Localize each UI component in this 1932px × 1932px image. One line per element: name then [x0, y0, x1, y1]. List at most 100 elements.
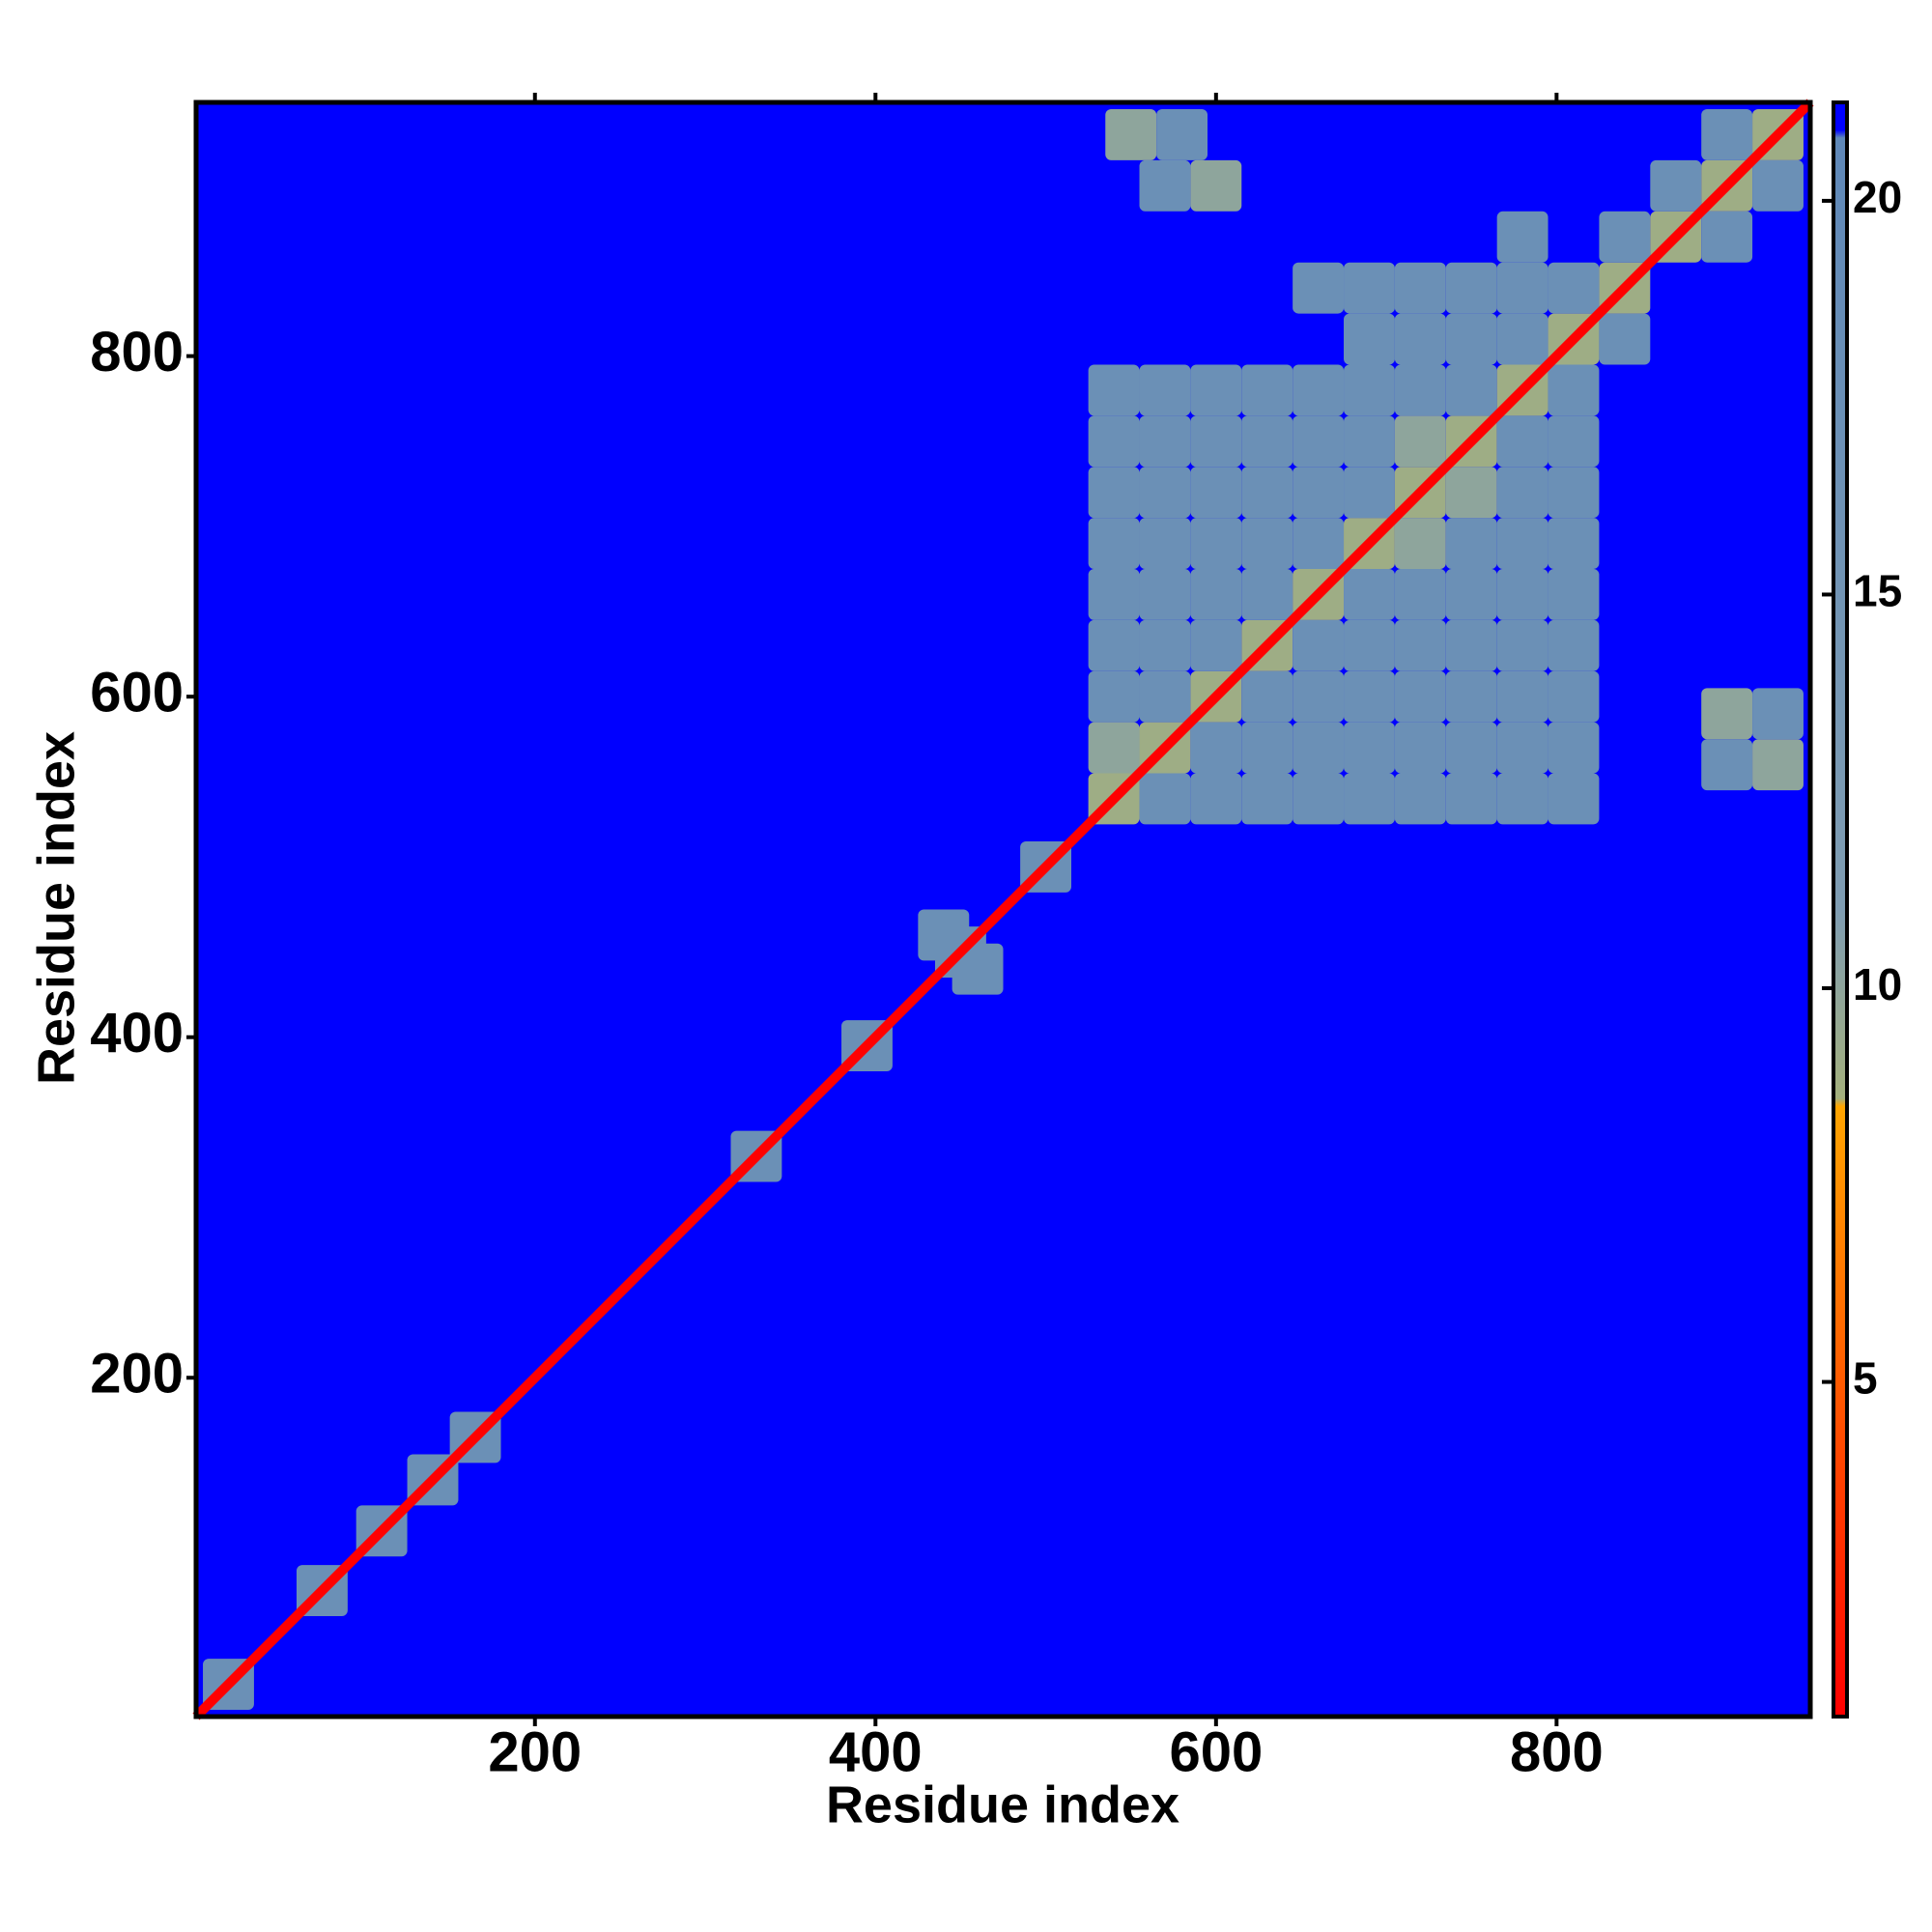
heatmap-cell — [1548, 568, 1600, 620]
heatmap-cell — [1701, 211, 1753, 263]
colorbar — [1832, 100, 1849, 1719]
heatmap-cell — [1344, 568, 1395, 620]
colorbar-tick-label: 10 — [1853, 959, 1902, 1009]
heatmap-cell — [1445, 364, 1497, 416]
heatmap-cell — [1088, 619, 1140, 671]
colorbar-tick-label: 5 — [1853, 1353, 1878, 1404]
heatmap-cell — [1445, 670, 1497, 723]
y-tick-label: 800 — [90, 321, 184, 384]
heatmap-cell — [1548, 619, 1600, 671]
heatmap-cell — [1344, 262, 1395, 314]
heatmap-cell — [1344, 415, 1395, 468]
heatmap-cell — [1344, 670, 1395, 723]
heatmap-cell — [1088, 364, 1140, 416]
heatmap-cell — [1241, 518, 1293, 569]
heatmap-cell — [1190, 619, 1242, 671]
heatmap-cell — [1293, 773, 1345, 825]
diagonal-line — [192, 99, 1814, 1720]
heatmap-cell — [1394, 670, 1446, 723]
heatmap-cell — [1752, 688, 1804, 740]
heatmap-cell — [1548, 364, 1600, 416]
heatmap-cell — [1293, 415, 1345, 468]
heatmap-cell — [1394, 773, 1446, 825]
heatmap-cell — [1394, 415, 1446, 468]
x-tick-label: 400 — [829, 1720, 923, 1783]
y-axis-label: Residue index — [27, 731, 85, 1085]
heatmap-cell — [1293, 670, 1345, 723]
heatmap-cell — [1548, 773, 1600, 825]
heatmap-cell — [1496, 211, 1548, 263]
heatmap-cell — [1496, 518, 1548, 569]
colorbar-tick-label: 15 — [1853, 566, 1902, 616]
heatmap-cell — [1445, 722, 1497, 774]
heatmap-cell — [1701, 688, 1753, 740]
heatmap-cell — [1190, 722, 1242, 774]
colorbar-tick-label: 20 — [1853, 172, 1902, 222]
heatmap-cell — [1496, 262, 1548, 314]
heatmap-cell — [1344, 619, 1395, 671]
heatmap-cell — [1496, 619, 1548, 671]
heatmap-cell — [1445, 568, 1497, 620]
heatmap-cell — [1139, 773, 1191, 825]
heatmap-cell — [1190, 159, 1242, 212]
heatmap-cell — [1105, 109, 1157, 160]
heatmap-cell — [1139, 568, 1191, 620]
y-tick-label: 600 — [90, 661, 184, 724]
x-tick-label: 800 — [1510, 1720, 1604, 1783]
heatmap-cell — [1496, 313, 1548, 365]
y-tick-label: 200 — [90, 1343, 184, 1406]
heatmap-cell — [1088, 518, 1140, 569]
heatmap-cell — [1241, 722, 1293, 774]
heatmap-cell — [1156, 109, 1208, 160]
heatmap-cell — [1344, 467, 1395, 519]
heatmap-cell — [1445, 773, 1497, 825]
heatmap-cell — [1496, 773, 1548, 825]
heatmap-cell — [1445, 313, 1497, 365]
heatmap-cell — [1752, 159, 1804, 212]
heatmap-cell — [1088, 670, 1140, 723]
x-tick-label: 200 — [488, 1720, 582, 1783]
heatmap-cell — [1394, 568, 1446, 620]
heatmap-cell — [1241, 773, 1293, 825]
heatmap-cell — [1088, 415, 1140, 468]
heatmap-cell — [1650, 159, 1702, 212]
heatmap-cell — [1139, 518, 1191, 569]
heatmap-cell — [1190, 773, 1242, 825]
heatmap-cell — [1190, 364, 1242, 416]
heatmap-cell — [1088, 467, 1140, 519]
heatmap-cell — [1548, 670, 1600, 723]
heatmap-cell — [1088, 568, 1140, 620]
heatmap-cell — [1139, 670, 1191, 723]
heatmap-cell — [1139, 467, 1191, 519]
heatmap-cell — [1445, 262, 1497, 314]
heatmap-cell — [1548, 262, 1600, 314]
heatmap-cell — [1190, 568, 1242, 620]
heatmap-cell — [1496, 722, 1548, 774]
heatmap-cell — [1394, 313, 1446, 365]
heatmap-cell — [1394, 364, 1446, 416]
x-tick-label: 600 — [1169, 1720, 1263, 1783]
y-tick-label: 400 — [90, 1002, 184, 1065]
heatmap-cell — [1139, 159, 1191, 212]
heatmap-cell — [1344, 364, 1395, 416]
x-axis-label: Residue index — [826, 1776, 1179, 1833]
heatmap-cell — [1139, 364, 1191, 416]
heatmap-cell — [1241, 364, 1293, 416]
heatmap-cell — [1496, 568, 1548, 620]
heatmap-cell — [1344, 722, 1395, 774]
heatmap-cell — [1394, 262, 1446, 314]
heatmap-cell — [1241, 467, 1293, 519]
heatmap-cell — [1190, 467, 1242, 519]
heatmap-cell — [1241, 568, 1293, 620]
heatmap-cell — [1752, 739, 1804, 791]
plot-frame — [193, 99, 1813, 1719]
heatmap-cell — [1445, 467, 1497, 519]
heatmap-cell — [1599, 211, 1651, 263]
heatmap-cell — [1139, 415, 1191, 468]
heatmap-cell — [1548, 415, 1600, 468]
heatmap-cell — [1344, 313, 1395, 365]
heatmap-cell — [1241, 670, 1293, 723]
heatmap-cell — [952, 943, 1004, 995]
heatmap-cell — [1293, 364, 1345, 416]
heatmap-cell — [1293, 467, 1345, 519]
